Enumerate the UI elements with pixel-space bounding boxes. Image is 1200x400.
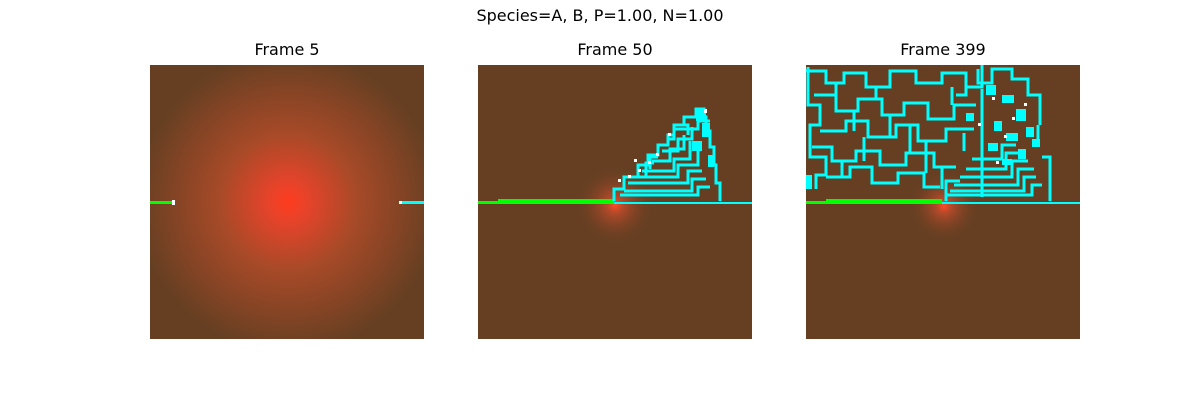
- panel-1-species-b-front: [402, 201, 424, 204]
- panel-2-species-b-front: [614, 202, 752, 204]
- panel-2-speckles: [618, 109, 707, 182]
- panel-1-background: [150, 65, 424, 339]
- frame-panel-2: [478, 65, 752, 339]
- frame-title-1: Frame 5: [254, 40, 320, 59]
- panel-3-species-a-front: [806, 201, 942, 204]
- frame-panel-1: [150, 65, 424, 339]
- panel-2-species-b-growth: [612, 107, 722, 201]
- panel-3-species-b-network: [806, 65, 1052, 201]
- frame-panel-3: [806, 65, 1080, 339]
- panel-1-species-a-front: [150, 201, 172, 204]
- frame-title-3: Frame 399: [900, 40, 986, 59]
- panel-3-species-b-front: [942, 202, 1080, 204]
- panel-2-species-a-front: [478, 201, 614, 204]
- panel-3-speckles: [978, 97, 1027, 164]
- figure-title: Species=A, B, P=1.00, N=1.00: [476, 6, 724, 25]
- frame-title-2: Frame 50: [577, 40, 653, 59]
